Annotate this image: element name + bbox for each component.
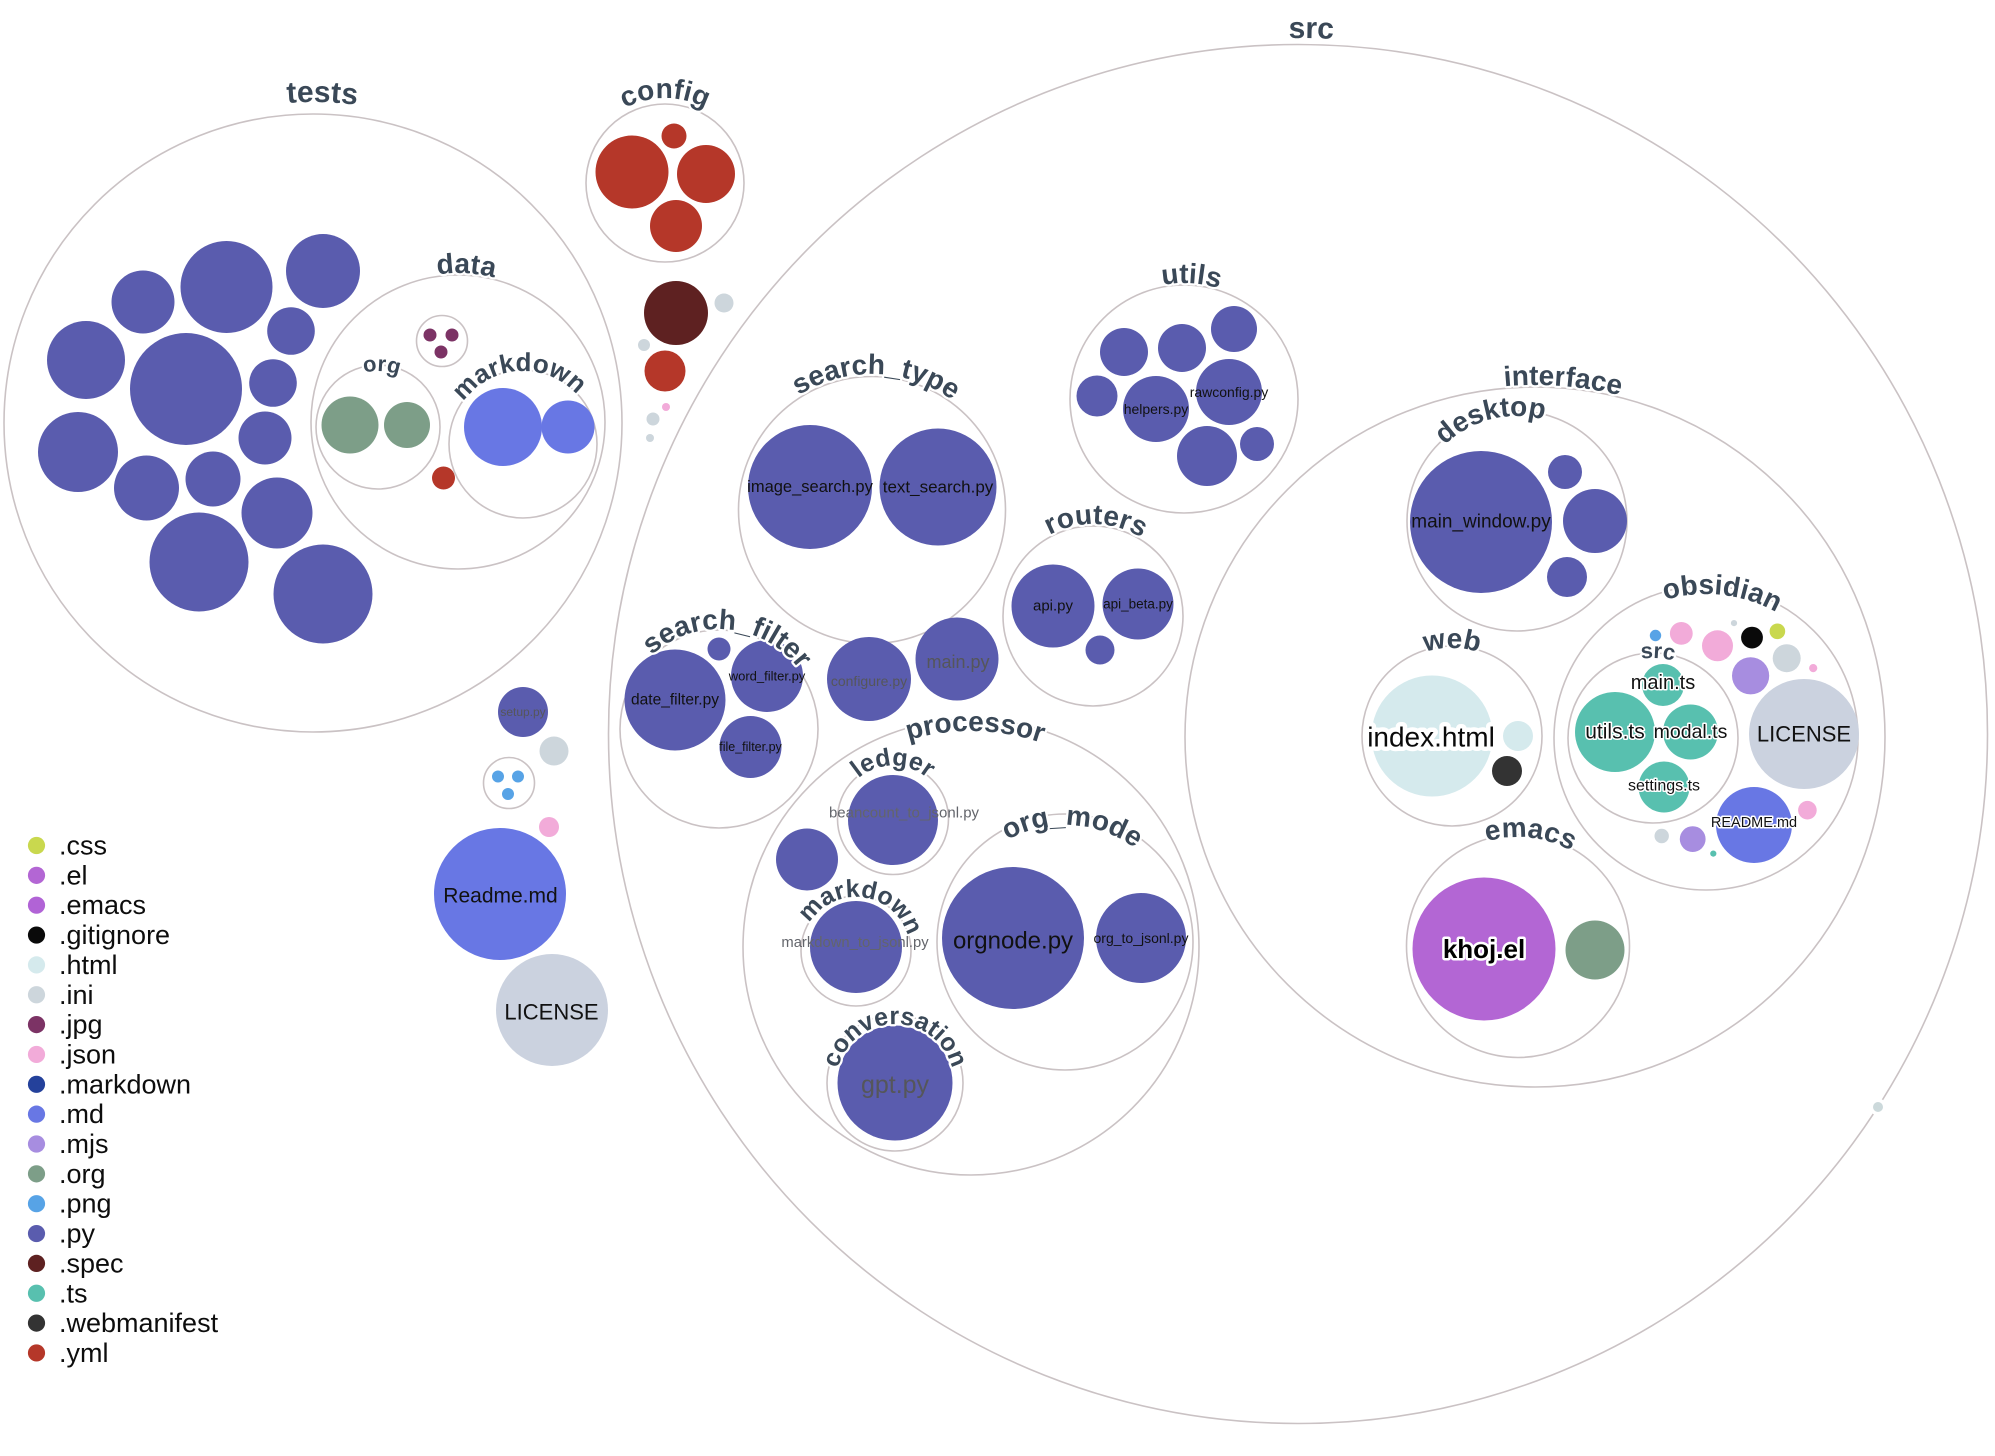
svg-text:src: src [1640, 638, 1678, 666]
svg-text:.markdown: .markdown [59, 1069, 191, 1099]
svg-text:.org: .org [59, 1159, 106, 1189]
svg-text:.ts: .ts [59, 1278, 88, 1308]
svg-text:data: data [435, 248, 499, 283]
svg-text:emacs: emacs [1481, 812, 1582, 856]
svg-text:src: src [1289, 12, 1335, 46]
svg-text:.webmanifest: .webmanifest [59, 1308, 219, 1338]
svg-text:.css: .css [59, 831, 107, 861]
svg-text:.json: .json [59, 1039, 116, 1069]
svg-text:org: org [361, 351, 404, 380]
svg-text:obsidian: obsidian [1659, 569, 1787, 617]
svg-text:index.html: index.html [1367, 722, 1495, 753]
svg-text:api_beta.py: api_beta.py [1103, 597, 1173, 612]
svg-text:khoj.el: khoj.el [1443, 934, 1525, 964]
svg-text:.mjs: .mjs [59, 1129, 109, 1159]
svg-text:.gitignore: .gitignore [59, 920, 170, 950]
svg-text:desktop: desktop [1428, 391, 1548, 450]
svg-text:date_filter.py: date_filter.py [631, 692, 719, 709]
svg-text:main.ts: main.ts [1631, 672, 1695, 694]
svg-text:settings.ts: settings.ts [1628, 778, 1700, 795]
svg-text:search_type: search_type [786, 349, 966, 405]
svg-text:gpt.py: gpt.py [861, 1071, 930, 1099]
svg-text:main.py: main.py [926, 652, 989, 672]
svg-text:beancount_to_jsonl.py: beancount_to_jsonl.py [829, 805, 980, 822]
svg-text:.yml: .yml [59, 1338, 109, 1368]
svg-text:utils: utils [1160, 258, 1226, 294]
svg-text:LICENSE: LICENSE [504, 1000, 598, 1025]
svg-text:.el: .el [59, 860, 88, 890]
svg-text:configure.py: configure.py [831, 673, 907, 689]
svg-text:.ini: .ini [59, 980, 94, 1010]
svg-text:web: web [1419, 623, 1484, 658]
svg-text:.emacs: .emacs [59, 890, 146, 920]
svg-text:tests: tests [285, 76, 359, 112]
svg-text:.jpg: .jpg [59, 1010, 103, 1040]
svg-text:helpers.py: helpers.py [1124, 401, 1189, 417]
svg-text:.png: .png [59, 1189, 112, 1219]
svg-text:.spec: .spec [59, 1248, 124, 1278]
svg-text:config: config [615, 73, 715, 113]
svg-text:.py: .py [59, 1219, 96, 1249]
svg-text:.html: .html [59, 950, 118, 980]
svg-text:Readme.md: Readme.md [443, 885, 557, 908]
svg-text:main_window.py: main_window.py [1411, 512, 1551, 533]
svg-text:utils.ts: utils.ts [1585, 721, 1645, 744]
svg-text:api.py: api.py [1033, 598, 1074, 615]
svg-text:word_filter.py: word_filter.py [728, 669, 806, 684]
svg-text:processor: processor [902, 706, 1049, 749]
svg-text:setup.py: setup.py [500, 705, 545, 719]
svg-text:file_filter.py: file_filter.py [719, 740, 782, 754]
svg-text:markdown_to_jsonl.py: markdown_to_jsonl.py [781, 935, 929, 951]
svg-text:text_search.py: text_search.py [883, 478, 994, 497]
svg-text:orgnode.py: orgnode.py [953, 928, 1073, 955]
svg-text:rawconfig.py: rawconfig.py [1190, 384, 1269, 400]
svg-text:org_to_jsonl.py: org_to_jsonl.py [1094, 930, 1189, 946]
svg-text:LICENSE: LICENSE [1757, 722, 1851, 747]
svg-text:.md: .md [59, 1099, 104, 1129]
svg-text:image_search.py: image_search.py [747, 478, 873, 496]
svg-text:modal.ts: modal.ts [1654, 721, 1728, 743]
svg-text:org_mode: org_mode [996, 799, 1148, 853]
svg-text:README.md: README.md [1711, 815, 1797, 831]
svg-text:routers: routers [1039, 499, 1153, 543]
